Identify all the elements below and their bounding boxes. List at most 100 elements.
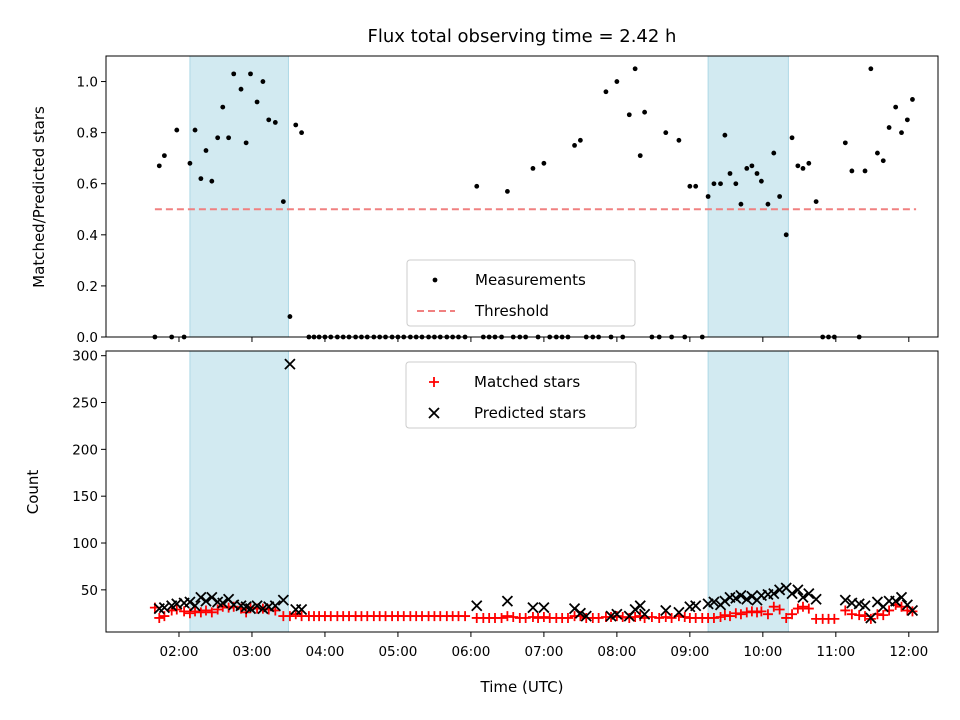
data-point xyxy=(719,610,730,621)
data-point xyxy=(630,612,641,623)
data-point xyxy=(217,597,229,609)
data-point xyxy=(792,584,804,596)
data-point xyxy=(754,171,760,176)
x-tick-label: 10:00 xyxy=(743,644,782,660)
data-point xyxy=(215,135,221,141)
series-predicted-stars xyxy=(153,358,919,624)
data-point xyxy=(886,125,892,130)
top-shaded-intervals xyxy=(189,55,789,338)
x-tick-label: 07:00 xyxy=(524,644,563,660)
legend-label: Matched stars xyxy=(474,373,580,391)
data-point xyxy=(906,604,919,617)
data-point xyxy=(299,130,304,136)
data-point xyxy=(800,166,806,171)
data-point xyxy=(295,603,308,616)
data-point xyxy=(768,587,780,600)
data-point xyxy=(562,612,573,623)
data-point xyxy=(290,609,301,620)
data-point xyxy=(854,610,865,621)
bottom-y-axis-label: Count xyxy=(24,470,42,515)
data-point xyxy=(842,140,848,146)
data-point xyxy=(293,122,299,128)
legend-label: Predicted stars xyxy=(474,404,586,422)
legend-box xyxy=(406,259,636,327)
data-point xyxy=(676,137,682,143)
data-point xyxy=(632,66,638,72)
data-point xyxy=(192,127,198,133)
data-point xyxy=(813,199,819,205)
x-tick-label: 06:00 xyxy=(451,644,490,660)
data-point xyxy=(690,600,702,612)
data-point xyxy=(161,153,167,159)
data-point xyxy=(846,609,857,620)
data-point xyxy=(200,605,211,616)
data-point xyxy=(428,407,440,419)
data-point xyxy=(238,86,244,92)
shaded-interval xyxy=(189,55,289,338)
data-point xyxy=(673,606,685,618)
data-point xyxy=(634,600,646,612)
data-point xyxy=(746,606,757,617)
data-point xyxy=(266,117,272,123)
data-point xyxy=(260,79,266,84)
data-point xyxy=(220,104,226,110)
data-point xyxy=(226,135,232,141)
data-point xyxy=(810,593,822,605)
data-point xyxy=(711,181,717,187)
data-point xyxy=(198,176,204,182)
data-point xyxy=(777,194,783,199)
data-point xyxy=(773,584,786,596)
data-point xyxy=(287,314,293,319)
data-point xyxy=(593,612,604,623)
data-point xyxy=(626,112,632,118)
top-series-layer xyxy=(152,66,917,340)
x-tick-label: 04:00 xyxy=(305,644,344,660)
data-point xyxy=(541,160,547,166)
data-point xyxy=(718,181,723,187)
data-point xyxy=(890,595,902,607)
data-point xyxy=(666,612,677,623)
data-point xyxy=(660,612,671,623)
data-point xyxy=(715,612,726,623)
data-point xyxy=(574,607,587,619)
top-y-axis-label: Matched/Predicted stars xyxy=(30,106,48,288)
data-point xyxy=(624,612,635,623)
data-point xyxy=(803,587,815,600)
data-point xyxy=(806,160,812,166)
data-point xyxy=(190,606,201,617)
legend-label: Measurements xyxy=(475,271,586,289)
data-point xyxy=(789,135,795,141)
data-point xyxy=(496,612,507,623)
data-point xyxy=(693,183,699,189)
data-point xyxy=(752,607,763,618)
x-tick-label: 11:00 xyxy=(816,644,855,660)
data-point xyxy=(904,117,910,123)
y-tick-label: 0.8 xyxy=(77,126,98,142)
bottom-shaded-intervals xyxy=(189,350,789,633)
data-point xyxy=(878,610,889,621)
data-point xyxy=(284,358,296,370)
bottom-legend: Matched stars Predicted stars xyxy=(405,361,637,429)
x-tick-label: 09:00 xyxy=(670,644,709,660)
data-point xyxy=(179,606,190,617)
data-point xyxy=(663,130,669,136)
data-point xyxy=(284,611,295,622)
data-point xyxy=(868,66,874,72)
data-point xyxy=(859,600,871,612)
data-point xyxy=(910,97,915,102)
data-point xyxy=(746,590,758,603)
data-point xyxy=(269,600,281,612)
data-point xyxy=(209,178,215,184)
data-point xyxy=(768,601,779,612)
data-point xyxy=(797,601,808,612)
data-point xyxy=(200,595,212,607)
data-point xyxy=(733,181,739,187)
data-point xyxy=(580,610,592,622)
data-point xyxy=(460,611,471,622)
data-point xyxy=(735,609,746,620)
y-tick-label: 50 xyxy=(81,583,98,599)
data-point xyxy=(849,168,855,174)
data-point xyxy=(803,603,814,614)
chart-title: Flux total observing time = 2.42 h xyxy=(368,26,677,47)
data-point xyxy=(783,232,789,238)
